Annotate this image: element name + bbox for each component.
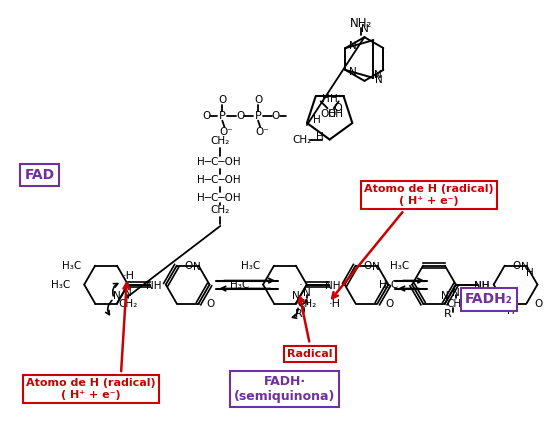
Text: N: N [193, 261, 200, 272]
Text: H₃C: H₃C [62, 261, 81, 271]
Text: H: H [313, 115, 321, 125]
Text: N: N [360, 24, 368, 34]
Text: H₃C: H₃C [241, 261, 260, 271]
Text: N: N [348, 41, 356, 51]
Text: N: N [375, 75, 383, 85]
Text: H₃C: H₃C [390, 261, 409, 271]
Text: ·: · [299, 279, 303, 292]
Text: N: N [303, 287, 311, 297]
Text: H: H [316, 131, 324, 141]
Text: P: P [219, 111, 226, 120]
Text: NH: NH [325, 281, 341, 290]
Text: O: O [184, 261, 193, 271]
Text: ·H: ·H [329, 300, 341, 310]
Text: H₃C: H₃C [230, 279, 249, 290]
Text: H₃C: H₃C [51, 279, 71, 290]
Text: NH: NH [474, 281, 490, 290]
Text: R: R [444, 309, 452, 319]
Text: H₃C: H₃C [379, 279, 398, 290]
Text: O: O [272, 111, 280, 120]
Text: O: O [333, 102, 342, 113]
Text: OH: OH [328, 109, 344, 119]
Text: O: O [254, 95, 262, 105]
Text: O: O [385, 299, 393, 308]
Text: H─C─OH: H─C─OH [196, 157, 240, 167]
Text: O: O [202, 111, 211, 120]
Text: N: N [348, 67, 356, 77]
Text: H: H [526, 268, 533, 278]
Text: FADH·
(semiquinona): FADH· (semiquinona) [234, 375, 336, 403]
Text: FAD: FAD [25, 168, 55, 182]
Text: N: N [441, 290, 449, 300]
Text: N: N [521, 261, 528, 272]
Text: N: N [452, 287, 459, 297]
Text: O: O [513, 261, 521, 271]
Text: CH₂: CH₂ [211, 135, 230, 145]
Text: ·H: ·H [123, 271, 135, 281]
Text: N: N [113, 290, 121, 300]
Text: O: O [534, 299, 543, 308]
Text: O: O [363, 261, 371, 271]
Text: N: N [292, 290, 300, 300]
Text: O: O [236, 111, 245, 120]
Text: H: H [322, 94, 329, 104]
Text: O: O [206, 299, 214, 308]
Text: FADH₂: FADH₂ [465, 293, 513, 307]
Text: CH₂: CH₂ [118, 300, 137, 310]
Text: P: P [255, 111, 261, 120]
Text: N: N [124, 287, 132, 297]
Text: H: H [330, 94, 337, 104]
Text: NH: NH [474, 281, 490, 290]
Text: CH₂: CH₂ [292, 134, 311, 145]
Text: O⁻: O⁻ [255, 127, 269, 137]
Text: O: O [218, 95, 226, 105]
Text: CH₂: CH₂ [211, 205, 230, 215]
Text: H─C─OH: H─C─OH [196, 175, 240, 185]
Text: H─C─OH: H─C─OH [196, 193, 240, 203]
Text: Atomo de H (radical)
( H⁺ + e⁻): Atomo de H (radical) ( H⁺ + e⁻) [364, 184, 494, 206]
Text: NH: NH [146, 281, 162, 290]
Text: N: N [371, 261, 379, 272]
Text: N: N [374, 70, 381, 80]
Text: CH₂: CH₂ [446, 300, 465, 310]
Text: O⁻: O⁻ [219, 127, 233, 137]
Text: H: H [507, 307, 515, 317]
Text: CH₂: CH₂ [297, 300, 316, 310]
Text: Radical: Radical [287, 349, 333, 359]
Text: R: R [295, 309, 302, 319]
Text: Atomo de H (radical)
( H⁺ + e⁻): Atomo de H (radical) ( H⁺ + e⁻) [26, 378, 156, 400]
Text: NH₂: NH₂ [350, 17, 373, 30]
Text: OH: OH [321, 109, 337, 119]
